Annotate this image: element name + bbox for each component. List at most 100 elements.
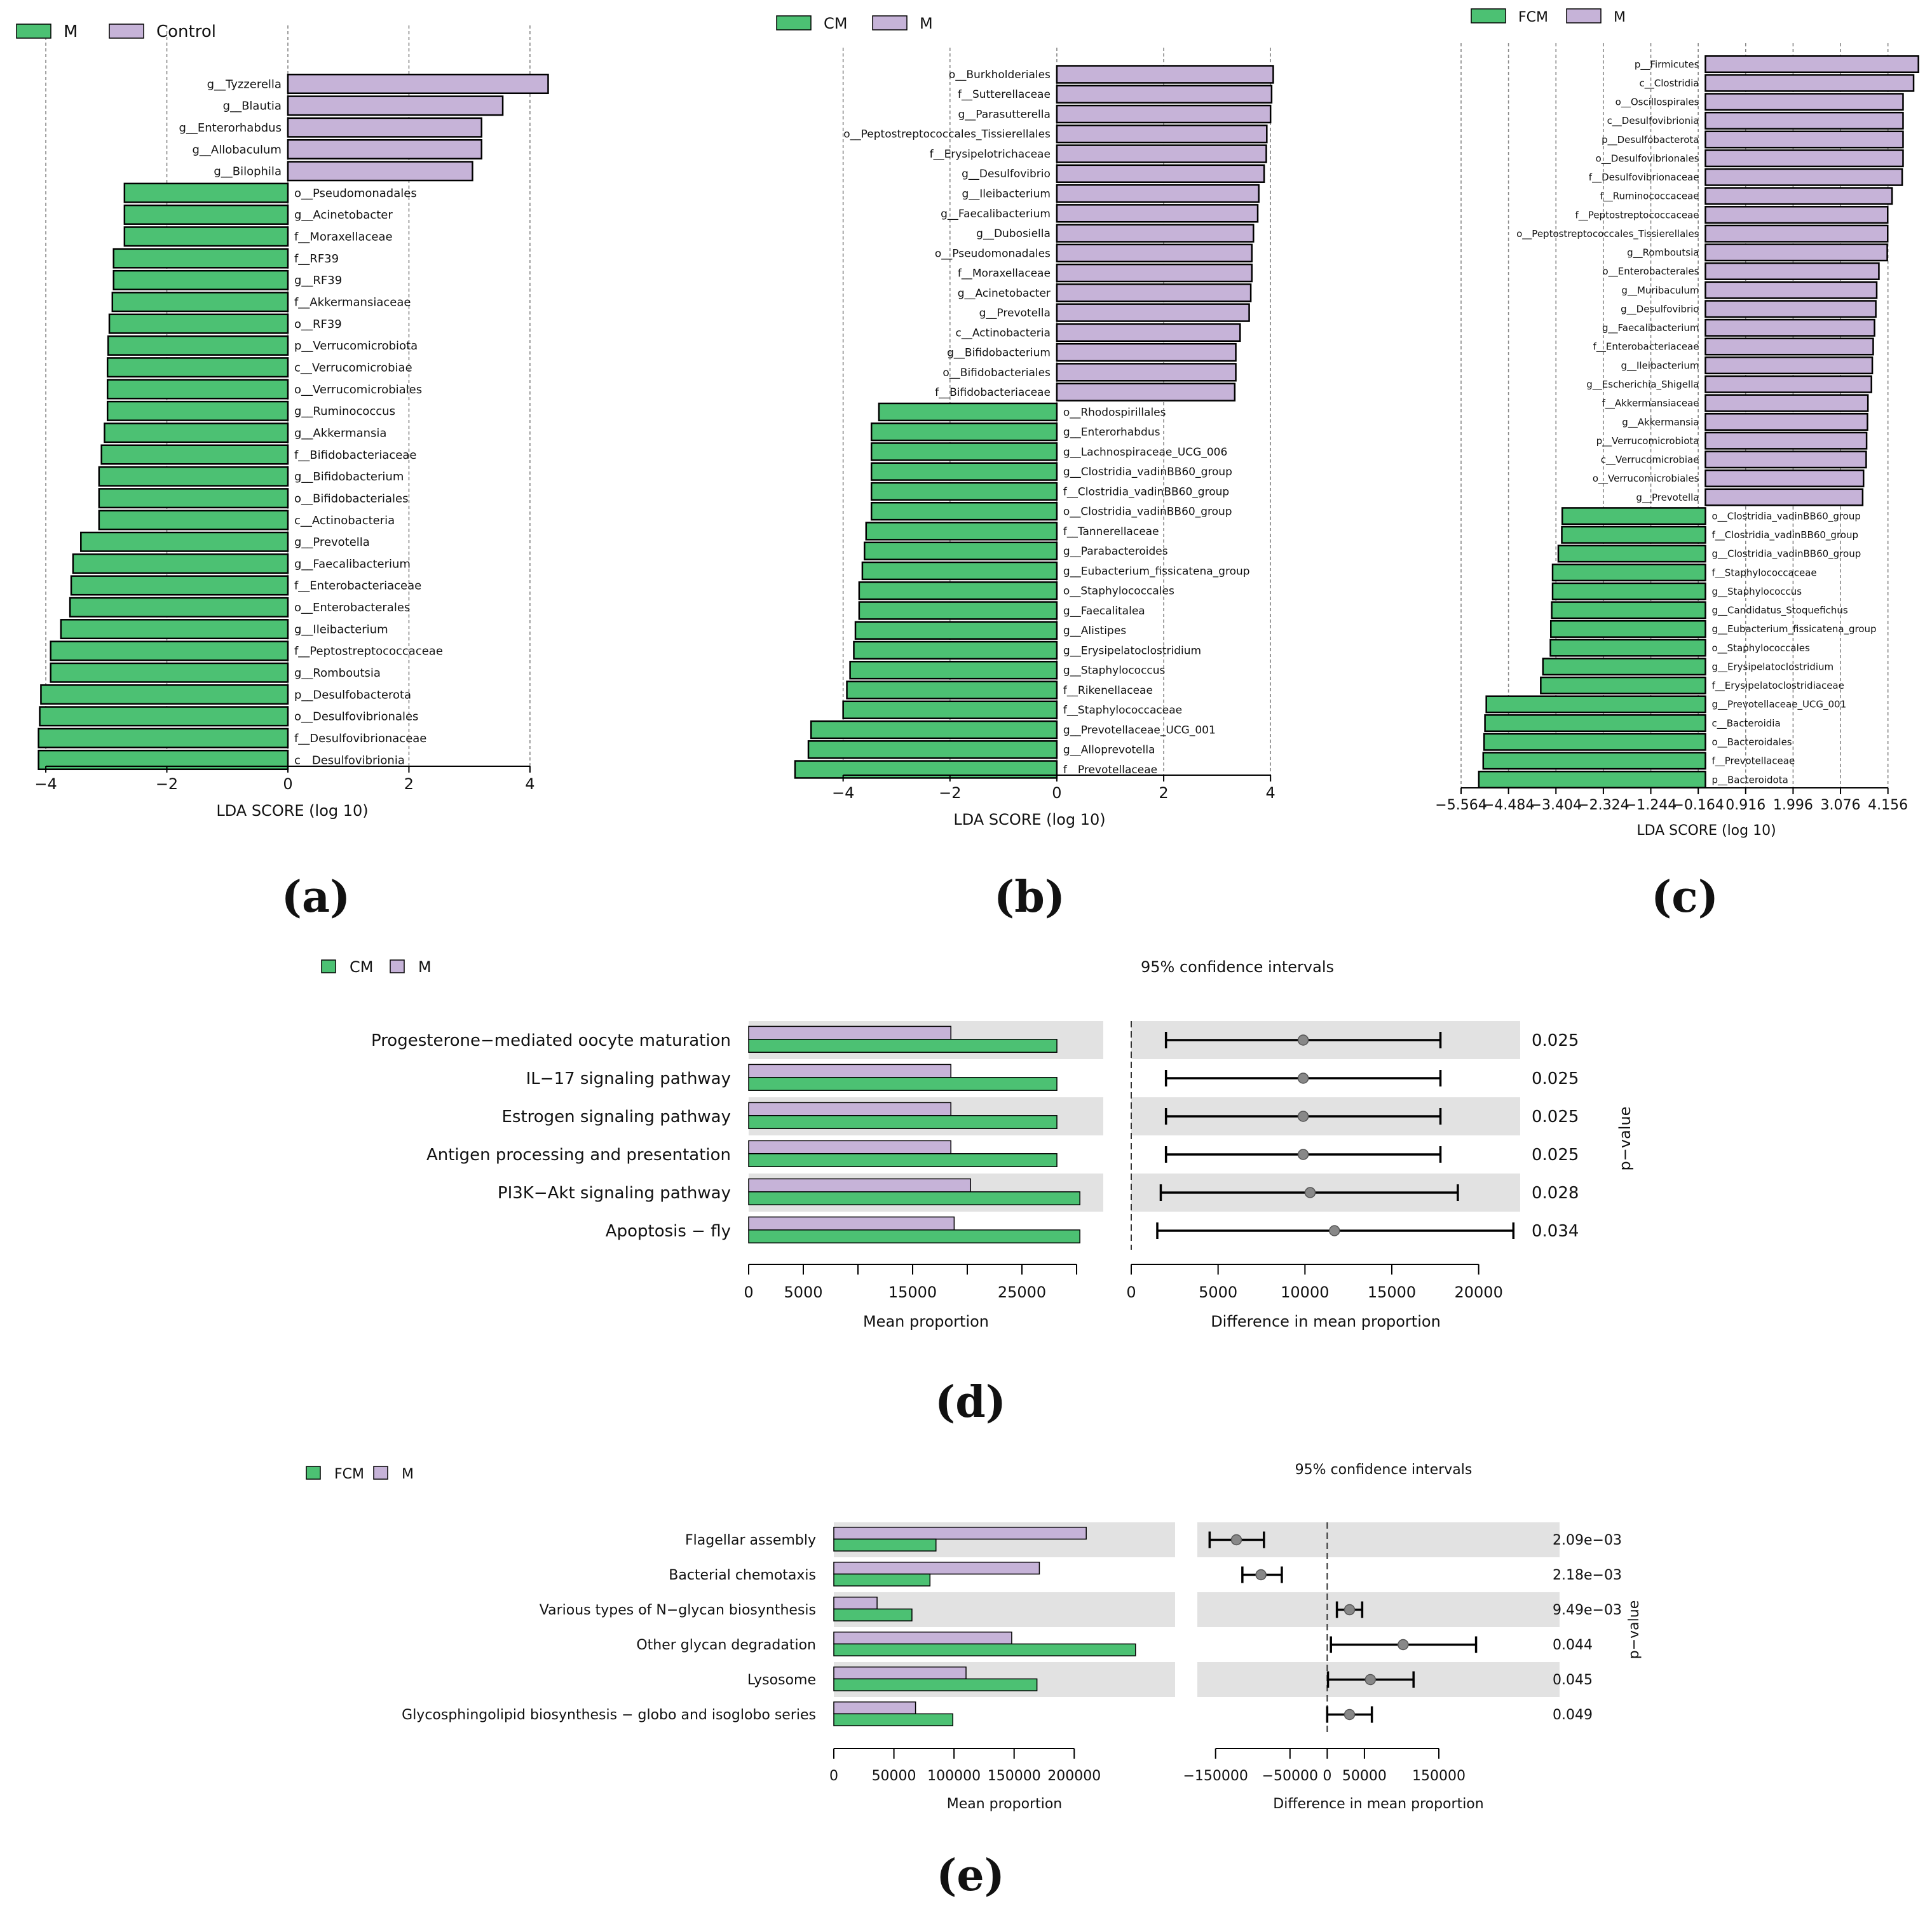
- legend-swatch-FCM: [1471, 8, 1506, 24]
- bar-label: c__Actinobacteria: [294, 514, 395, 527]
- x-tick-label: −1.244: [1625, 797, 1677, 813]
- bar-label: g__Parasutterella: [958, 108, 1050, 121]
- bar-M: [833, 1631, 1012, 1645]
- bar-label: g__Erysipelatoclostridium: [1063, 644, 1201, 657]
- bar-p__Desulfobacterota: [1704, 130, 1904, 149]
- bar-label: g__Eubacterium_fissicatena_group: [1711, 623, 1876, 635]
- right-tick-label: −150000: [1183, 1768, 1248, 1784]
- bar-g__Faecalibacterium: [72, 553, 289, 574]
- bar-label: o__Peptostreptococcales_Tissierellales: [1516, 228, 1699, 240]
- bar-g__Parasutterella: [1056, 104, 1272, 124]
- bar-g__Eubacterium_fissicatena_group: [1549, 619, 1706, 638]
- bar-o__Pseudomonadales: [1056, 243, 1253, 263]
- bar-label: o__Enterobacterales: [294, 601, 410, 614]
- bar-g__Faecalibacterium: [1056, 204, 1259, 223]
- bar-label: g__Candidatus_Stoquefichus: [1711, 605, 1847, 617]
- left-tick-label: 0: [744, 1283, 753, 1301]
- pathway-label: Lysosome: [747, 1672, 816, 1688]
- bar-label: g__Prevotella: [979, 307, 1051, 320]
- p-value-axis-label: p−value: [1616, 1107, 1634, 1171]
- x-tick-label: −0.164: [1672, 797, 1724, 813]
- bar-o__Enterobacterales: [1704, 262, 1880, 280]
- bar-g__Bifidobacterium: [1056, 342, 1237, 362]
- bar-g__Lachnospiraceae_UCG_006: [870, 442, 1058, 461]
- bar-label: f__Prevotellaceae: [1711, 755, 1795, 768]
- bar-p__Verrucomicrobiota: [1704, 431, 1868, 450]
- bar-o__Clostridia_vadinBB60_group: [870, 501, 1058, 521]
- x-tick-label: 4: [1266, 784, 1276, 802]
- bar-label: g__Tyzzerella: [207, 78, 282, 91]
- bar-f__Rikenellaceae: [846, 680, 1058, 700]
- bar-o__Peptostreptococcales_Tissierellales: [1056, 125, 1268, 144]
- bar-label: p__Verrucomicrobiota: [294, 339, 418, 353]
- left-tick-label: 25000: [998, 1283, 1046, 1301]
- p-value: 0.049: [1553, 1707, 1593, 1723]
- x-tick-label: 0: [283, 775, 292, 793]
- right-tick-label: 0: [1126, 1283, 1136, 1301]
- bar-o__Desulfovibrionales: [39, 706, 289, 727]
- bar-p__Desulfobacterota: [40, 684, 289, 705]
- x-tick-label: 0: [1052, 784, 1061, 802]
- bar-CM: [748, 1077, 1058, 1091]
- p-value: 2.09e−03: [1553, 1532, 1622, 1548]
- p-value-axis-label: p−value: [1626, 1600, 1642, 1660]
- bar-label: g__Ileibacterium: [294, 623, 388, 636]
- bar-label: o__Pseudomonadales: [935, 247, 1051, 260]
- bar-M: [748, 1178, 971, 1193]
- bar-label: o__Staphylococcales: [1711, 642, 1810, 654]
- legend-label: Control: [156, 22, 216, 41]
- p-value: 0.045: [1553, 1672, 1593, 1688]
- bar-g__Clostridia_vadinBB60_group: [1557, 545, 1706, 563]
- bar-label: f__Clostridia_vadinBB60_group: [1063, 485, 1229, 498]
- bar-g__Parabacteroides: [864, 541, 1058, 560]
- bar-FCM: [833, 1713, 953, 1726]
- bar-label: f__Rikenellaceae: [1063, 684, 1153, 697]
- bar-label: g__Clostridia_vadinBB60_group: [1711, 548, 1861, 560]
- legend-swatch-M: [16, 24, 51, 39]
- bar-label: o__Clostridia_vadinBB60_group: [1063, 506, 1232, 518]
- p-value: 0.025: [1532, 1069, 1579, 1088]
- bar-g__Enterorhabdus: [870, 422, 1058, 442]
- bar-g__Erysipelatoclostridium: [1542, 658, 1706, 676]
- x-axis-label: LDA SCORE (log 10): [1636, 823, 1776, 839]
- legend-label: M: [920, 15, 933, 32]
- bar-f__Clostridia_vadinBB60_group: [870, 482, 1058, 501]
- ci-title: 95% confidence intervals: [1295, 1462, 1473, 1478]
- bar-label: o__Bacteroidales: [1711, 736, 1792, 748]
- bar-f__Sutterellaceae: [1056, 85, 1273, 104]
- bar-label: g__Acinetobacter: [958, 287, 1051, 300]
- bar-g__Ruminococcus: [106, 400, 289, 421]
- right-x-label: Difference in mean proportion: [1273, 1796, 1483, 1812]
- x-tick-label: 2: [1159, 784, 1168, 802]
- bar-g__Acinetobacter: [123, 204, 289, 225]
- left-tick-label: 5000: [784, 1283, 822, 1301]
- bar-c__Actinobacteria: [98, 510, 289, 531]
- lefse-panel-a: g__Tyzzerella g__Blautia g__Enterorhabdusg…: [16, 22, 549, 820]
- left-tick-label: 150000: [988, 1768, 1041, 1784]
- bar-p__Bacteroidota: [1478, 771, 1706, 788]
- bar-g__RF39: [112, 269, 289, 290]
- bar-FCM: [833, 1643, 1136, 1656]
- p-value: 0.025: [1532, 1146, 1579, 1165]
- right-tick-label: 150000: [1412, 1768, 1466, 1784]
- x-tick-label: 3.076: [1821, 797, 1861, 813]
- bar-label: c__Verrucomicrobiae: [294, 361, 412, 374]
- legend-label: M: [402, 1466, 414, 1482]
- bar-g__Clostridia_vadinBB60_group: [870, 462, 1058, 481]
- bar-label: g__Ileibacterium: [962, 187, 1050, 200]
- x-tick-label: −2.324: [1577, 797, 1629, 813]
- bar-label: g__Dubosiella: [976, 227, 1051, 240]
- bar-g__Prevotella: [80, 531, 289, 552]
- bar-o__Bacteroidales: [1483, 733, 1706, 751]
- bar-label: g__Faecalibacterium: [941, 208, 1051, 220]
- panel-label-d: (d): [935, 1377, 1006, 1428]
- bar-label: g__Staphylococcus: [1711, 586, 1802, 598]
- x-tick-label: −5.564: [1435, 797, 1486, 813]
- bar-label: f__RF39: [294, 252, 339, 266]
- bar-CM: [748, 1229, 1080, 1243]
- bar-g__Ileibacterium: [1056, 184, 1260, 203]
- row-band: [1197, 1592, 1560, 1627]
- x-axis-label: LDA SCORE (log 10): [216, 802, 368, 820]
- bar-c__Verrucomicrobiae: [106, 357, 289, 378]
- bar-g__Faecalibacterium: [1704, 318, 1875, 337]
